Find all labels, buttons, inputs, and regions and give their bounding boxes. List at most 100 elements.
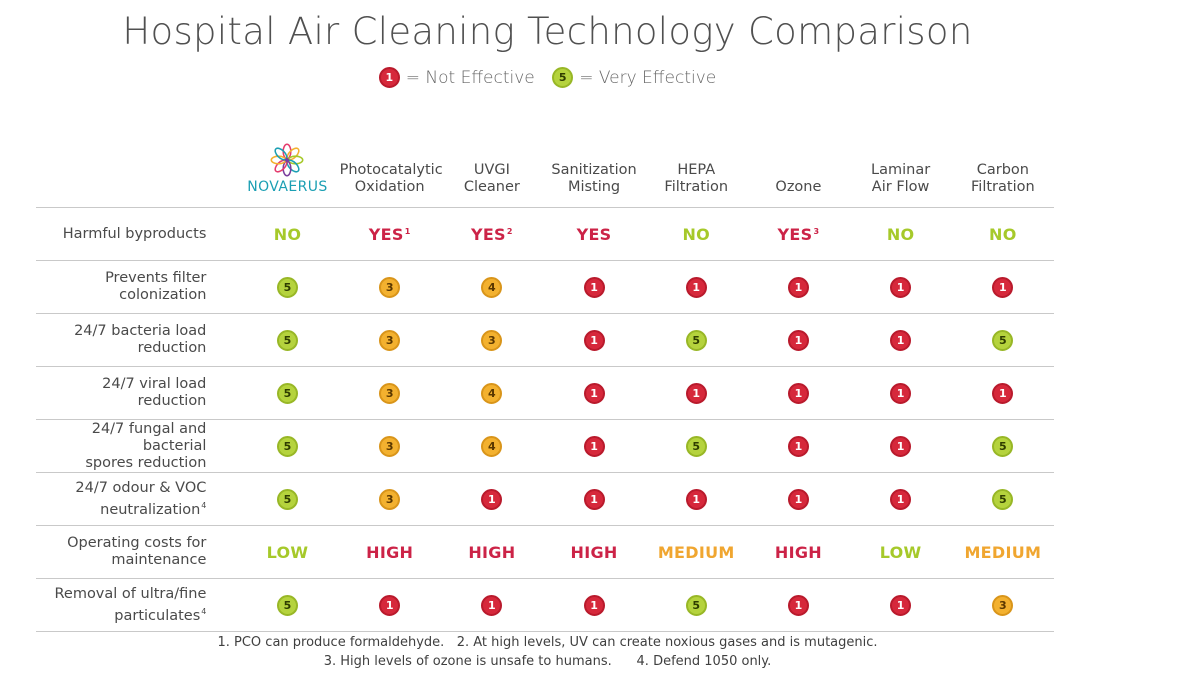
table-cell: 1 (849, 313, 952, 367)
status-text-value: NO (273, 224, 302, 244)
column-header-label: UVGI Cleaner (463, 162, 520, 195)
rating-badge: 5 (276, 595, 298, 616)
status-text: YES (577, 225, 612, 244)
table-cell: 1 (440, 472, 543, 526)
column-header: Sanitization Misting (542, 134, 646, 208)
row-label-text: 24/7 fungal and bacterial spores reducti… (85, 420, 207, 471)
rating-badge: 5 (992, 489, 1014, 510)
table-body: Harmful byproducts NO YES1 YES2 YES NO YES3 NO N… (36, 207, 1054, 632)
row-label-text: Removal of ultra/fine particulates (54, 585, 207, 624)
row-label: Operating costs for maintenance (36, 525, 237, 579)
rating-badge: 5 (685, 436, 707, 457)
table-cell: 3 (951, 578, 1054, 632)
table-cell: 1 (747, 260, 850, 314)
rating-badge: 1 (890, 489, 912, 510)
table-cell: 4 (440, 260, 543, 314)
rating-badge: 1 (379, 595, 401, 616)
table-cell: 1 (542, 578, 646, 632)
rating-badge: 1 (787, 595, 809, 616)
footnote-line: 3. High levels of ozone is unsafe to hum… (0, 652, 1095, 671)
row-label: 24/7 odour & VOC neutralization4 (36, 472, 237, 526)
table-cell: 1 (849, 366, 952, 420)
footnote: 2. At high levels, UV can create noxious… (456, 635, 878, 650)
table-cell: 1 (338, 578, 441, 632)
table-cell: 1 (542, 419, 646, 473)
table-cell: 1 (747, 366, 850, 420)
row-label-text: 24/7 bacteria load reduction (74, 323, 207, 356)
rating-badge: 1 (583, 436, 605, 457)
table-cell: LOW (236, 525, 339, 579)
table-cell: 1 (849, 578, 952, 632)
table-row: 24/7 odour & VOC neutralization4 5 3 1 1 1 1 1 5 (36, 472, 1054, 526)
rating-badge: 5 (992, 436, 1014, 457)
table-cell: 1 (542, 313, 646, 367)
column-header: Ozone (747, 134, 850, 208)
column-header-label: Photocatalytic Oxidation (339, 162, 443, 195)
status-text-value: LOW (879, 542, 922, 562)
rating-badge: 4 (481, 436, 503, 457)
table-cell: 1 (747, 578, 850, 632)
rating-badge: 1 (583, 330, 605, 351)
rating-badge: 5 (276, 489, 298, 510)
rating-badge: 4 (481, 277, 503, 298)
legend-item-very-effective: 5 = Very Effective (552, 67, 716, 88)
table-cell: 1 (440, 578, 543, 632)
status-text-value: HIGH (468, 542, 516, 562)
table-row: Prevents filter colonization 5 3 4 1 1 1 1 1 (36, 260, 1054, 314)
legend-item-not-effective: 1 = Not Effective (378, 67, 535, 88)
table-cell: 1 (747, 313, 850, 367)
status-text: HIGH (468, 543, 515, 562)
status-text: NO (887, 225, 915, 244)
table-cell: 5 (951, 419, 1054, 473)
rating-badge: 1 (890, 383, 912, 404)
table-row: 24/7 fungal and bacterial spores reducti… (36, 419, 1054, 473)
rating-badge: 1 (685, 277, 707, 298)
rating-badge: 5 (276, 436, 298, 457)
footnote: 1. PCO can produce formaldehyde. (217, 635, 445, 650)
status-text: YES2 (471, 225, 513, 244)
footnote-marker: 4 (201, 500, 207, 510)
rating-badge: 1 (583, 489, 605, 510)
status-text-value: YES (470, 224, 506, 244)
table-cell: 1 (542, 472, 646, 526)
rating-badge: 1 (787, 436, 809, 457)
column-header-label: Carbon Filtration (971, 162, 1035, 195)
table-cell: NO (236, 207, 339, 261)
rating-badge: 5 (276, 277, 298, 298)
status-text-value: HIGH (570, 542, 618, 562)
table-cell: MEDIUM (951, 525, 1054, 579)
table-cell: 5 (951, 313, 1054, 367)
status-text-value: YES (368, 224, 404, 244)
rating-badge: 1 (787, 489, 809, 510)
rating-badge: 1 (787, 383, 809, 404)
row-label-header (36, 134, 237, 208)
status-text: LOW (880, 543, 922, 562)
table-cell: 1 (542, 366, 646, 420)
rating-badge: 5 (685, 595, 707, 616)
table-cell: YES (542, 207, 646, 261)
footnote-marker: 3 (813, 226, 820, 236)
status-text: LOW (267, 543, 309, 562)
status-text-value: HIGH (366, 542, 414, 562)
table-row: Harmful byproducts NO YES1 YES2 YES NO YES3 NO N… (36, 207, 1054, 261)
legend: 1 = Not Effective 5 = Very Effective (0, 66, 1095, 88)
table-cell: 3 (338, 472, 441, 526)
rating-badge: 5 (552, 67, 574, 88)
table-cell: 1 (951, 366, 1054, 420)
row-label: Removal of ultra/fine particulates4 (36, 578, 237, 632)
table-cell: NO (645, 207, 748, 261)
page-title: Hospital Air Cleaning Technology Compari… (122, 10, 973, 53)
rating-badge: 1 (787, 330, 809, 351)
status-text: YES1 (369, 225, 411, 244)
table-cell: 4 (440, 419, 543, 473)
table-row: 24/7 bacteria load reduction 5 3 3 1 5 1 1 5 (36, 313, 1054, 367)
table-row: Operating costs for maintenance LOW HIGH HI… (36, 525, 1054, 579)
rating-badge: 4 (481, 383, 503, 404)
header-row: NOVAERUS Photocatalytic Oxidation UVGI C… (36, 134, 1054, 208)
rating-badge: 1 (890, 330, 912, 351)
row-label-text: Operating costs for maintenance (67, 535, 207, 568)
rating-badge: 1 (583, 595, 605, 616)
status-text: MEDIUM (658, 543, 735, 562)
status-text: MEDIUM (964, 543, 1041, 562)
table-cell: NO (951, 207, 1054, 261)
